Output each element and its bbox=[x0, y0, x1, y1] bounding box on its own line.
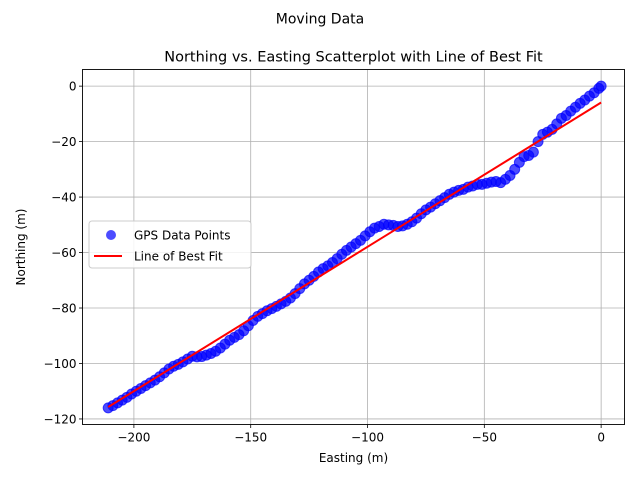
scatter-points bbox=[102, 80, 607, 414]
gps-data-point bbox=[527, 146, 539, 158]
x-axis-ticks: −200 −150 −100 −50 0 bbox=[117, 424, 605, 445]
plot-frame bbox=[82, 69, 625, 425]
x-tick-label: 0 bbox=[597, 431, 605, 445]
x-tick-label: −50 bbox=[472, 431, 497, 445]
x-tick-label: −150 bbox=[234, 431, 267, 445]
y-tick-label: −60 bbox=[51, 246, 76, 260]
y-axis-ticks: −120 −100 −80 −60 −40 −20 0 bbox=[44, 79, 83, 426]
y-tick-label: −20 bbox=[51, 135, 76, 149]
best-fit-line bbox=[107, 101, 602, 408]
y-tick-label: 0 bbox=[69, 79, 77, 93]
y-tick-label: −100 bbox=[44, 357, 77, 371]
gps-data-point bbox=[595, 80, 607, 92]
chart-title: Northing vs. Easting Scatterplot with Li… bbox=[164, 50, 543, 66]
x-tick-label: −200 bbox=[117, 431, 150, 445]
x-tick-label: −100 bbox=[351, 431, 384, 445]
legend-label-fit: Line of Best Fit bbox=[134, 250, 223, 264]
y-tick-label: −40 bbox=[51, 190, 76, 204]
figure-suptitle: Moving Data bbox=[276, 12, 364, 28]
legend-label-gps: GPS Data Points bbox=[134, 229, 230, 243]
legend: GPS Data Points Line of Best Fit bbox=[88, 220, 252, 269]
x-axis-label: Easting (m) bbox=[319, 451, 388, 465]
y-axis-label: Northing (m) bbox=[14, 209, 28, 286]
y-tick-label: −80 bbox=[51, 301, 76, 315]
legend-scatter-marker bbox=[106, 230, 116, 240]
y-tick-label: −120 bbox=[44, 412, 77, 426]
best-fit-line-group bbox=[107, 101, 602, 408]
legend-box bbox=[88, 220, 252, 269]
grid-lines bbox=[82, 69, 625, 425]
